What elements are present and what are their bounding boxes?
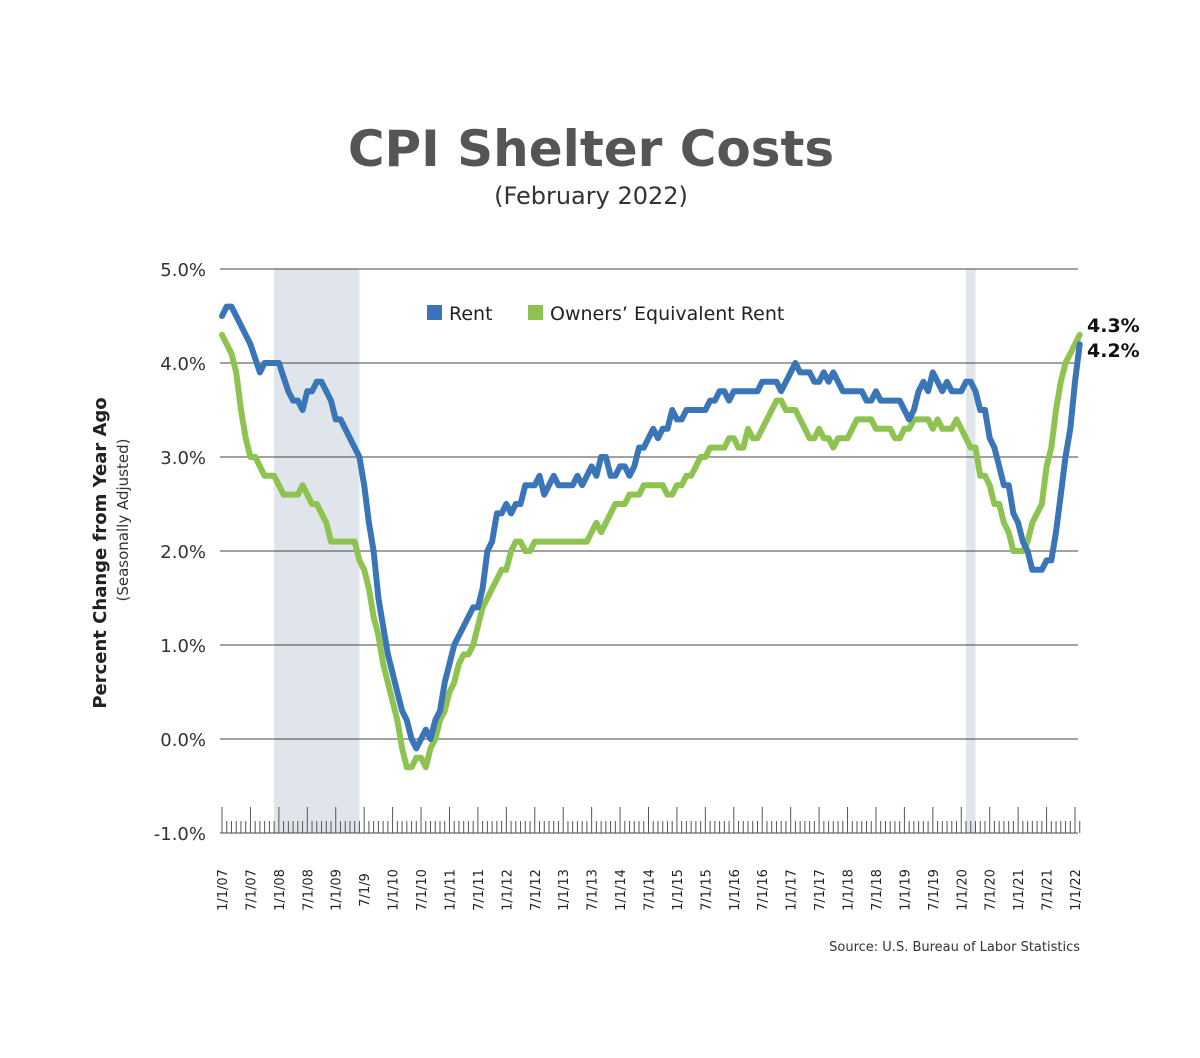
y-axis-sublabel: (Seasonally Adjusted) [114, 439, 132, 602]
end-label-oer: 4.3% [1087, 315, 1140, 337]
y-tick-label: -1.0% [154, 824, 206, 845]
x-tick-label: 7/1/15 [699, 869, 714, 911]
x-tick-label: 7/1/9 [358, 873, 373, 907]
end-label-rent: 4.2% [1087, 340, 1140, 362]
legend-swatch-oer [528, 305, 543, 320]
legend-label-rent: Rent [449, 303, 493, 325]
x-tick-label: 7/1/18 [870, 869, 885, 911]
x-tick-label: 7/1/11 [472, 869, 487, 911]
x-tick-label: 7/1/17 [813, 869, 828, 911]
y-tick-label: 4.0% [160, 354, 206, 375]
x-tick-label: 1/1/17 [785, 869, 800, 911]
y-tick-label: 3.0% [160, 448, 206, 469]
x-tick-label: 7/1/08 [301, 869, 316, 911]
x-tick-label: 7/1/19 [927, 869, 942, 911]
x-tick-label: 7/1/07 [244, 869, 259, 911]
x-tick-label: 1/1/22 [1069, 869, 1084, 911]
rent-line [219, 303, 1083, 752]
legend-swatch-rent [427, 305, 442, 320]
x-tick-label: 7/1/16 [756, 869, 771, 911]
x-tick-label: 7/1/10 [415, 869, 430, 911]
x-tick-label: 7/1/14 [643, 869, 658, 911]
x-tick-label: 1/1/21 [1012, 869, 1027, 911]
x-tick-label: 7/1/13 [586, 869, 601, 911]
x-tick-label: 1/1/16 [728, 869, 743, 911]
x-tick-label: 1/1/07 [216, 869, 231, 911]
x-tick-label: 1/1/12 [500, 869, 515, 911]
x-tick-label: 1/1/09 [330, 869, 345, 911]
y-tick-label: 2.0% [160, 542, 206, 563]
x-tick-label: 7/1/12 [529, 869, 544, 911]
x-tick-label: 1/1/08 [273, 869, 288, 911]
legend-label-oer: Owners’ Equivalent Rent [550, 303, 784, 325]
chart-subtitle: (February 2022) [494, 182, 688, 210]
y-tick-label: 5.0% [160, 260, 206, 281]
x-tick-label: 7/1/21 [1041, 869, 1056, 911]
x-tick-label: 1/1/14 [614, 869, 629, 911]
x-tick-label: 1/1/11 [443, 869, 458, 911]
x-tick-label: 1/1/10 [387, 869, 402, 911]
y-axis-label: Percent Change from Year Ago [90, 397, 111, 708]
y-tick-label: 1.0% [160, 636, 206, 657]
x-tick-label: 1/1/20 [955, 869, 970, 911]
oer-line [219, 331, 1083, 771]
source-note: Source: U.S. Bureau of Labor Statistics [829, 940, 1080, 955]
x-tick-label: 1/1/15 [671, 869, 686, 911]
y-tick-label: 0.0% [160, 730, 206, 751]
x-tick-label: 7/1/20 [984, 869, 999, 911]
x-tick-label: 1/1/13 [557, 869, 572, 911]
x-tick-label: 1/1/18 [842, 869, 857, 911]
x-tick-label: 1/1/19 [898, 869, 913, 911]
chart-title: CPI Shelter Costs [348, 120, 834, 178]
